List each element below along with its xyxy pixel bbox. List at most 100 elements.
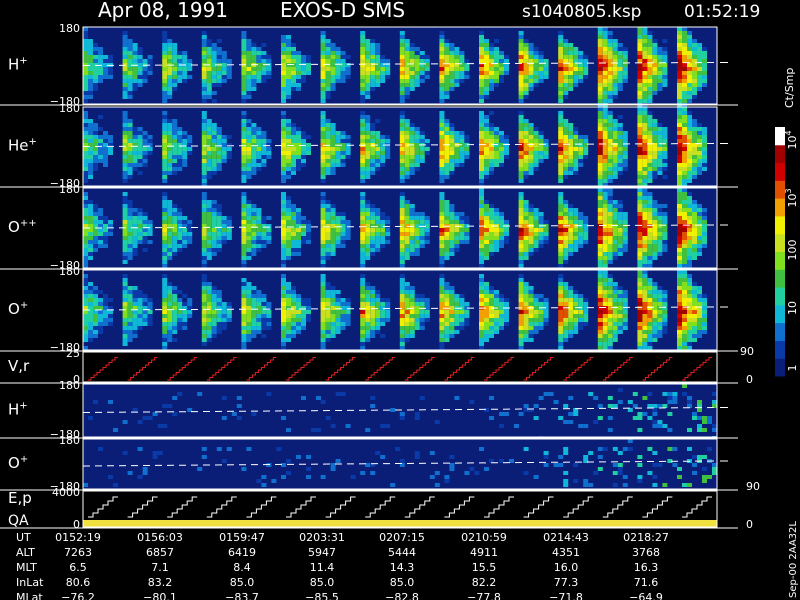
spectrogram-cell (127, 298, 133, 302)
spectrogram-cell (602, 220, 608, 224)
spectrogram-cell (127, 326, 133, 330)
spectrogram-cell (182, 228, 188, 232)
spectrogram-cell (687, 99, 692, 103)
spectrogram-cell (523, 59, 529, 63)
spectrogram-cell (266, 155, 272, 159)
spectrogram-cell (306, 302, 311, 306)
spectrogram-cell (206, 119, 212, 123)
spectrogram-cell (533, 404, 539, 408)
spectrogram-cell (479, 326, 484, 330)
spectrogram-cell (404, 151, 410, 155)
spectrogram-cell (142, 322, 148, 326)
spectrogram-cell (558, 244, 564, 248)
spectrogram-cell (246, 67, 252, 71)
spectrogram-cell (702, 224, 707, 228)
spectrogram-cell (528, 298, 534, 302)
spectrogram-cell (518, 51, 524, 55)
spectrogram-cell (558, 43, 564, 47)
spectrogram-cell (662, 127, 668, 131)
spectrogram-cell (360, 39, 366, 43)
spectrogram-cell (489, 83, 494, 87)
spectrogram-cell (687, 111, 692, 115)
spectrogram-cell (612, 256, 618, 260)
spectrogram-cell (103, 63, 108, 67)
spectrogram-cell (558, 79, 564, 83)
spectrogram-cell (692, 131, 697, 135)
spectrogram-cell (142, 67, 148, 71)
spectrogram-cell (682, 224, 687, 228)
spectrogram-cell (419, 147, 425, 151)
spectrogram-cell (409, 171, 415, 175)
spectrogram-cell (597, 59, 603, 63)
spectrogram-cell (206, 294, 212, 298)
spectrogram-cell (399, 91, 405, 95)
spectrogram-cell (83, 236, 88, 240)
spectrogram-cell (162, 47, 168, 51)
spectrogram-cell (83, 220, 88, 224)
spectrogram-cell (172, 208, 178, 212)
spectrogram-cell (583, 55, 589, 59)
spectrogram-cell (528, 75, 534, 79)
spectrogram-cell (607, 298, 613, 302)
spectrogram-cell (246, 87, 252, 91)
spectrogram-cell (424, 302, 430, 306)
spectrogram-cell (602, 107, 608, 111)
spectrogram-cell (612, 306, 618, 310)
spectrogram-cell (612, 55, 618, 59)
spectrogram-cell (533, 147, 539, 151)
spectrogram-cell (127, 338, 133, 342)
spectrogram-cell (127, 139, 133, 143)
spectrogram-cell (345, 310, 351, 314)
spectrogram-cell (98, 236, 103, 240)
spectrogram-cell (162, 196, 168, 200)
spectrogram-cell (281, 87, 286, 91)
spectrogram-cell (88, 334, 93, 338)
spectrogram-cell (538, 155, 544, 159)
spectrogram-cell (137, 290, 143, 294)
spectrogram-cell (677, 47, 682, 51)
spectrogram-cell (325, 131, 331, 135)
spectrogram-cell (637, 260, 643, 264)
spectrogram-cell (692, 208, 697, 212)
spectrogram-cell (256, 298, 262, 302)
spectrogram-cell (122, 47, 128, 51)
spectrogram-cell (622, 298, 628, 302)
spectrogram-cell (622, 220, 628, 224)
spectrogram-cell (281, 47, 286, 51)
spectrogram-cell (375, 220, 381, 224)
spectrogram-cell (578, 63, 584, 67)
spectrogram-cell (162, 228, 168, 232)
spectrogram-cell (682, 171, 687, 175)
spectrogram-cell (612, 75, 618, 79)
spectrogram-cell (662, 159, 668, 163)
spectrogram-cell (399, 322, 405, 326)
spectrogram-cell (211, 59, 217, 63)
spectrogram-cell (419, 244, 425, 248)
spectrogram-cell (360, 163, 366, 167)
spectrogram-cell (142, 59, 148, 63)
spectrogram-cell (647, 171, 653, 175)
spectrogram-cell (652, 167, 658, 171)
spectrogram-cell (702, 216, 707, 220)
spectrogram-cell (167, 248, 173, 252)
spectrogram-cell (563, 260, 569, 264)
spectrogram-cell (375, 298, 381, 302)
spectrogram-cell (187, 240, 193, 244)
spectrogram-cell (642, 204, 648, 208)
spectrogram-cell (687, 175, 692, 179)
spectrogram-cell (499, 232, 504, 236)
spectrogram-cell (642, 256, 648, 260)
spectrogram-cell (167, 163, 173, 167)
spectrogram-cell (206, 87, 212, 91)
spectrogram-cell (330, 75, 336, 79)
spectrogram-cell (702, 131, 707, 135)
spectrogram-cell (211, 51, 217, 55)
spectrogram-cell (647, 318, 653, 322)
spectrogram-cell (479, 208, 484, 212)
spectrogram-cell (523, 135, 529, 139)
spectrogram-cell (286, 306, 291, 310)
spectrogram-cell (568, 79, 574, 83)
spectrogram-cell (216, 159, 222, 163)
spectrogram-cell (652, 282, 658, 286)
spectrogram-cell (103, 302, 108, 306)
